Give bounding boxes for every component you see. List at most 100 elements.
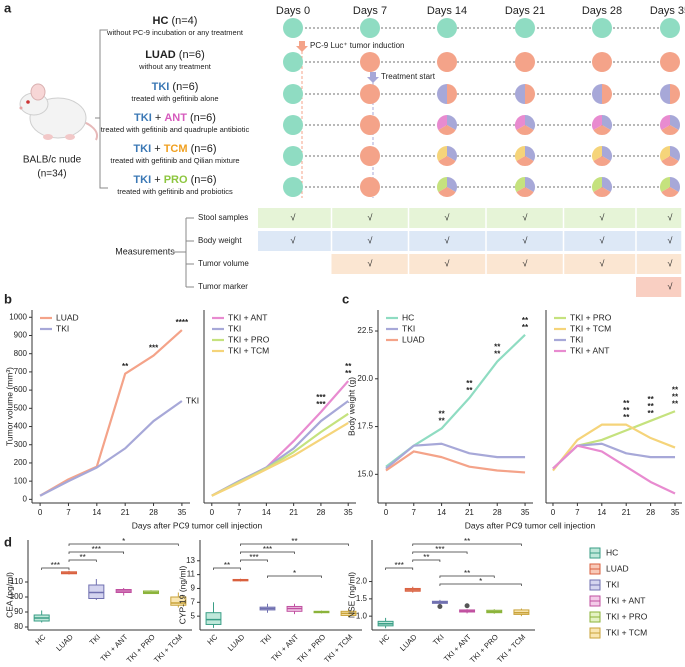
series-line — [211, 400, 349, 497]
day-header: Days 7 — [353, 5, 387, 17]
significance-label: ** — [464, 569, 470, 578]
group-circle-slice — [515, 177, 525, 192]
measurement-label: Tumor volume — [198, 259, 249, 268]
group-name-part: TKI — [133, 143, 151, 155]
group-bracket — [95, 29, 108, 189]
significance-stars: ** — [122, 362, 129, 371]
group-circle-slice — [447, 177, 457, 192]
y-tick-label: 800 — [14, 349, 28, 358]
group-desc: treated with gefitinib and quadruple ant… — [101, 125, 250, 134]
group-circle-slice — [670, 177, 680, 192]
category-label: TKI + TCM — [152, 632, 184, 664]
x-tick-label: 35 — [521, 508, 530, 517]
y-tick-label: 13 — [186, 556, 195, 565]
y-axis-label: Body weight (g) — [346, 377, 356, 436]
category-label: LUAD — [54, 632, 75, 653]
legend-label: TKI — [570, 334, 583, 344]
group-circle-slice — [438, 187, 456, 197]
significance-stars: ** — [522, 323, 529, 332]
group-desc: treated with gefitinib alone — [131, 94, 218, 103]
group-circle — [592, 52, 612, 72]
legend-label: TKI + PRO — [228, 334, 270, 344]
significance-bracket — [412, 543, 522, 546]
significance-bracket — [68, 559, 97, 562]
legend-label: TKI — [606, 579, 619, 589]
significance-label: ** — [224, 561, 230, 570]
measurement-check: √ — [368, 235, 373, 245]
measurement-check: √ — [668, 258, 673, 268]
group-circle-slice — [670, 146, 680, 161]
panel-label: c — [342, 291, 349, 306]
significance-bracket — [240, 551, 295, 554]
panel-label: b — [4, 291, 12, 306]
group-circle — [283, 18, 303, 38]
group-name-part: (n=6) — [188, 174, 217, 186]
y-axis-label: Tumor volume (mm³) — [4, 367, 14, 446]
x-tick-label: 0 — [38, 508, 43, 517]
category-label: TKI + PRO — [468, 632, 500, 664]
group-name-part: TKI — [133, 174, 151, 186]
x-tick-label: 35 — [671, 508, 680, 517]
x-tick-label: 0 — [384, 508, 389, 517]
measurement-check: √ — [668, 235, 673, 245]
group-circle-slice — [438, 156, 456, 166]
group-circle — [283, 146, 303, 166]
significance-stars: ** — [494, 350, 501, 359]
series-line — [385, 442, 526, 470]
y-tick-label: 600 — [14, 385, 28, 394]
significance-stars: **** — [176, 318, 189, 327]
x-tick-label: 7 — [575, 508, 580, 517]
significance-stars: ** — [647, 395, 654, 404]
event-arrow — [296, 41, 308, 52]
panel-label: d — [4, 534, 12, 549]
significance-stars: ** — [647, 409, 654, 418]
group-circle — [515, 52, 535, 72]
group-name: TKI + PRO (n=6) — [133, 174, 216, 186]
group-circle-slice — [670, 115, 680, 130]
x-tick-label: 21 — [465, 508, 474, 517]
event-arrow — [367, 72, 379, 83]
event-label: PC-9 Luc⁺ tumor induction — [310, 41, 405, 50]
significance-stars: ** — [672, 385, 679, 394]
group-name: TKI + TCM (n=6) — [133, 143, 216, 155]
group-circle — [360, 177, 380, 197]
legend-label: TKI + ANT — [570, 345, 609, 355]
significance-label: ** — [291, 537, 297, 546]
significance-bracket — [240, 543, 349, 546]
legend-label: LUAD — [402, 334, 425, 344]
significance-bracket — [412, 559, 441, 562]
group-circle-slice — [593, 187, 611, 198]
significance-stars: ** — [438, 410, 445, 419]
measurement-check: √ — [445, 235, 450, 245]
series-end-label: TKI — [186, 395, 199, 405]
measurements-bracket — [172, 217, 194, 288]
group-name-part: + — [151, 174, 164, 186]
group-desc: without any treatment — [138, 62, 212, 71]
y-tick-label: 7 — [191, 597, 196, 606]
event-label: Treatment start — [381, 72, 436, 81]
measurement-check: √ — [445, 258, 450, 268]
group-circle-slice — [525, 84, 535, 104]
measurement-check: √ — [600, 212, 605, 222]
legend-label: TKI + TCM — [606, 627, 647, 637]
group-circle-slice — [515, 115, 525, 130]
x-tick-label: 35 — [177, 508, 186, 517]
group-circle-slice — [592, 177, 602, 192]
category-label: TKI — [431, 632, 446, 647]
y-tick-label: 9 — [191, 584, 196, 593]
group-circle-slice — [437, 177, 447, 192]
significance-stars: ** — [522, 316, 529, 325]
significance-label: * — [293, 569, 296, 578]
y-tick-label: 1.5 — [356, 594, 368, 603]
significance-stars: ** — [647, 402, 654, 411]
significance-label: ** — [464, 537, 470, 546]
legend-label: TKI + PRO — [606, 611, 648, 621]
x-tick-label: 7 — [66, 508, 71, 517]
group-name-part: (n=6) — [188, 143, 217, 155]
day-header: Days 35 — [650, 5, 685, 17]
category-label: TKI + PRO — [125, 632, 157, 664]
measurement-label: Tumor marker — [198, 282, 248, 291]
measurement-band — [636, 277, 682, 297]
measurement-check: √ — [600, 235, 605, 245]
y-axis-label: CYP-19 (ng/ml) — [177, 566, 187, 625]
